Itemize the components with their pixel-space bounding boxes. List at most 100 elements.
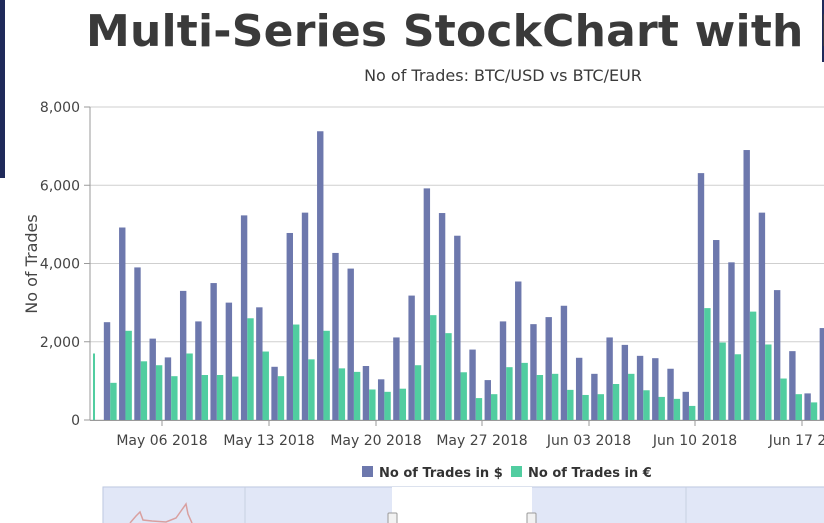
bar-usd[interactable] [286,232,293,420]
bar-usd[interactable] [713,240,720,420]
bar-usd[interactable] [804,393,811,420]
bar-usd[interactable] [103,322,111,420]
bar-eur[interactable] [262,351,269,420]
bar-eur[interactable] [460,372,467,420]
bar-usd[interactable] [606,337,613,420]
legend-label[interactable]: No of Trades in $ [379,466,503,481]
bar-usd[interactable] [423,188,431,420]
bar-usd[interactable] [119,227,126,420]
legend-swatch[interactable] [362,466,373,477]
bar-usd[interactable] [652,358,659,420]
bar-eur[interactable] [673,398,681,420]
bar-usd[interactable] [758,212,766,420]
bar-usd[interactable] [195,321,202,420]
bar-usd[interactable] [240,215,248,420]
bar-eur[interactable] [780,378,787,420]
bar-usd[interactable] [256,307,263,420]
bar-eur[interactable] [688,405,696,420]
bar-eur[interactable] [643,390,650,420]
bar-usd[interactable] [134,267,141,420]
bar-usd[interactable] [636,355,644,420]
bar-eur[interactable] [810,402,818,420]
bar-usd[interactable] [621,344,629,420]
bar-usd[interactable] [728,262,735,420]
bar-usd[interactable] [210,283,217,420]
bar-usd[interactable] [545,317,552,420]
bar-usd[interactable] [682,391,689,420]
bar-eur[interactable] [292,324,300,420]
bar-series[interactable] [93,131,824,420]
bar-usd[interactable] [591,373,598,420]
bar-usd[interactable] [347,268,354,420]
bar-eur[interactable] [536,375,544,420]
bar-eur[interactable] [597,394,604,420]
bar-eur[interactable] [201,375,209,420]
bar-usd[interactable] [377,379,385,420]
bar-usd[interactable] [301,212,309,420]
bar-eur[interactable] [93,353,95,420]
bar-eur[interactable] [308,359,315,420]
bar-eur[interactable] [399,388,406,420]
bar-usd[interactable] [773,290,781,420]
bar-usd[interactable] [332,252,339,420]
bar-usd[interactable] [819,328,824,420]
bar-eur[interactable] [277,376,285,420]
bar-usd[interactable] [149,338,156,420]
bar-usd[interactable] [667,368,674,420]
bar-eur[interactable] [506,367,513,420]
bar-eur[interactable] [216,375,224,420]
bar-usd[interactable] [179,290,187,420]
bar-eur[interactable] [475,398,483,420]
bar-eur[interactable] [628,373,635,420]
bar-usd[interactable] [317,131,324,420]
bar-usd[interactable] [454,235,461,420]
bar-usd[interactable] [530,324,537,420]
bar-eur[interactable] [567,389,574,420]
bar-eur[interactable] [765,344,772,420]
legend[interactable]: No of Trades in $ No of Trades in € [362,466,652,481]
bar-usd[interactable] [515,281,522,420]
bar-eur[interactable] [445,333,452,420]
bar-usd[interactable] [743,150,750,420]
navigator-handle-right[interactable] [526,512,537,523]
bar-eur[interactable] [384,391,391,420]
bar-eur[interactable] [338,368,346,420]
navigator[interactable] [102,486,824,523]
bar-usd[interactable] [499,321,507,420]
bar-usd[interactable] [575,357,583,420]
bar-eur[interactable] [521,362,528,420]
legend-label[interactable]: No of Trades in € [528,466,652,481]
bar-usd[interactable] [484,380,491,420]
bar-eur[interactable] [414,365,422,420]
bar-eur[interactable] [110,382,117,420]
bar-usd[interactable] [393,337,400,420]
bar-eur[interactable] [353,371,361,420]
bar-eur[interactable] [369,389,376,420]
bar-eur[interactable] [171,376,178,420]
bar-usd[interactable] [469,349,476,420]
bar-usd[interactable] [225,302,233,420]
bar-eur[interactable] [430,315,437,420]
bar-usd[interactable] [438,213,446,420]
bar-eur[interactable] [323,330,330,420]
bar-eur[interactable] [719,342,726,420]
bar-eur[interactable] [490,394,498,420]
navigator-handle-left[interactable] [387,512,398,523]
bar-eur[interactable] [704,308,711,420]
bar-eur[interactable] [247,318,254,420]
bar-eur[interactable] [658,396,665,420]
bar-usd[interactable] [697,173,705,420]
bar-usd[interactable] [362,366,370,420]
bar-eur[interactable] [734,354,742,420]
bar-usd[interactable] [789,351,796,420]
legend-swatch[interactable] [511,466,522,477]
bar-eur[interactable] [186,353,193,420]
bar-eur[interactable] [125,330,132,420]
bar-eur[interactable] [140,361,148,420]
bar-eur[interactable] [551,373,559,420]
bar-eur[interactable] [155,365,163,420]
bar-eur[interactable] [582,394,589,420]
bar-eur[interactable] [795,394,802,420]
bar-usd[interactable] [164,357,172,420]
